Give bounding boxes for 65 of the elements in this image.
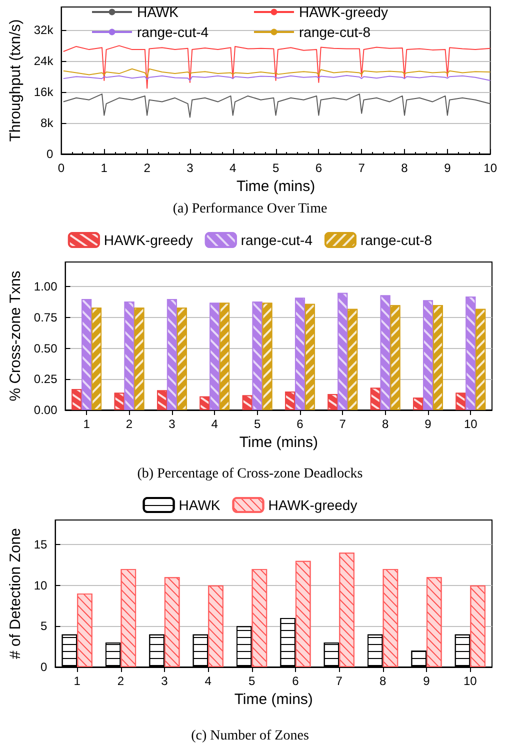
y-tick-label: 15 <box>34 538 48 552</box>
legend-label: HAWK-greedy <box>268 497 358 513</box>
text: (a) Performance Over Time <box>172 202 328 216</box>
line-series <box>62 45 491 89</box>
x-tick-label: 6 <box>315 161 322 175</box>
x-tick-label: 3 <box>168 417 176 431</box>
x-tick-label: 10 <box>463 674 478 688</box>
legend-label: range-cut-8 <box>299 24 371 40</box>
x-tick-label: 9 <box>424 417 432 431</box>
x-tick-label: 5 <box>254 417 261 431</box>
x-tick-label: 10 <box>484 161 498 175</box>
x-tick-label: 6 <box>296 417 304 431</box>
x-tick-label: 3 <box>186 161 194 175</box>
x-tick-label: 2 <box>144 161 151 175</box>
y-tick-label: 10 <box>34 578 48 592</box>
x-tick-label: 9 <box>444 161 452 175</box>
x-tick-label: 8 <box>382 417 389 431</box>
x-tick-label: 7 <box>358 161 366 175</box>
line-series <box>62 68 491 78</box>
y-axis-title: # of Detection Zone <box>7 528 24 659</box>
x-tick-label: 4 <box>230 161 237 175</box>
y-tick-label: 16k <box>34 85 54 100</box>
x-tick-label: 10 <box>464 417 478 431</box>
legend-label: range-cut-8 <box>360 232 432 248</box>
x-axis-title: Time (mins) <box>236 178 316 195</box>
x-tick-label: 9 <box>423 674 430 688</box>
legend-label: HAWK-greedy <box>299 4 388 20</box>
x-tick-label: 6 <box>292 674 300 688</box>
x-tick-label: 2 <box>126 417 133 431</box>
y-tick-label: 0.00 <box>34 403 58 417</box>
y-tick-label: 1.00 <box>34 280 58 294</box>
y-tick-label: 0.25 <box>34 372 58 386</box>
y-tick-label: 24k <box>34 54 54 68</box>
x-tick-label: 7 <box>339 417 346 431</box>
x-axis-title: Time (mins) <box>234 690 313 708</box>
x-tick-label: 5 <box>248 674 256 688</box>
x-tick-label: 7 <box>336 674 343 688</box>
x-tick-label: 1 <box>83 417 90 431</box>
x-tick-label: 5 <box>272 161 280 175</box>
y-tick-label: 0.50 <box>34 341 58 356</box>
x-tick-label: 3 <box>161 674 168 688</box>
y-axis-title: Throughput (txn/s) <box>7 19 24 142</box>
x-tick-label: 4 <box>204 674 212 688</box>
x-tick-label: 4 <box>211 417 218 431</box>
y-tick-label: 8k <box>40 116 54 130</box>
legend-label: HAWK-greedy <box>104 232 193 248</box>
text: (c) Number of Zones <box>191 728 309 744</box>
x-axis-title: Time (mins) <box>239 434 318 451</box>
y-tick-label: 0.75 <box>34 310 58 324</box>
y-tick-label: 5 <box>40 619 48 634</box>
x-tick-label: 1 <box>100 161 108 175</box>
text: (b) Percentage of Cross-zone Deadlocks <box>137 466 363 482</box>
x-tick-label: 2 <box>117 674 124 688</box>
line-series <box>62 94 491 118</box>
legend-label: HAWK <box>137 4 180 20</box>
legend-label: range-cut-4 <box>137 24 209 40</box>
x-tick-label: 8 <box>401 161 408 175</box>
x-tick-label: 1 <box>74 674 81 688</box>
y-tick-label: 0 <box>46 147 54 161</box>
legend-label: HAWK <box>178 497 221 513</box>
y-tick-label: 0 <box>40 660 48 674</box>
legend-label: range-cut-4 <box>240 232 313 248</box>
y-axis-title: % Cross-zone Txns <box>7 270 24 402</box>
y-tick-label: 32k <box>34 23 54 38</box>
x-tick-label: 8 <box>379 674 386 688</box>
